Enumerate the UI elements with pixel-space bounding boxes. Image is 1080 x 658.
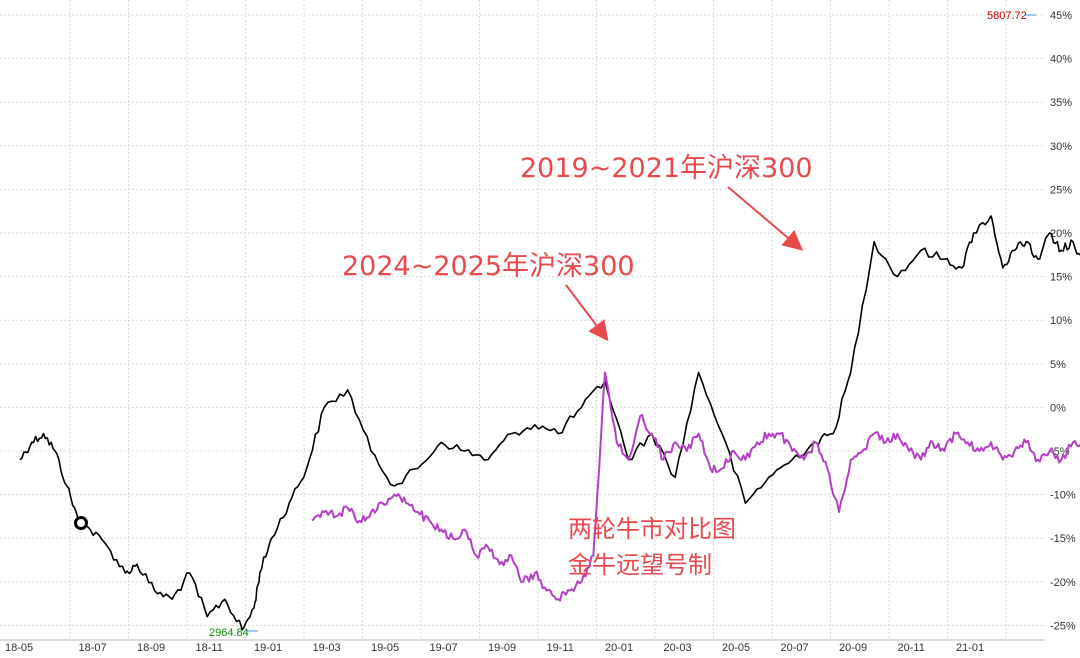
y-tick-label: -15%	[1050, 533, 1076, 545]
x-tick-label: 20-05	[722, 642, 750, 654]
y-tick-label: -10%	[1050, 490, 1076, 502]
min-label: 2964.84	[209, 627, 249, 639]
y-tick-label: 30%	[1050, 141, 1072, 153]
x-tick-label: 18-07	[79, 642, 107, 654]
y-tick-label: 40%	[1050, 54, 1072, 66]
x-tick-label: 19-03	[313, 642, 341, 654]
x-tick-label: 18-09	[137, 642, 165, 654]
x-axis: 18-05 18-07 18-09 18-11 19-01 19-03 19-05 19-07…	[0, 639, 1045, 654]
x-tick-label: 19-07	[430, 642, 458, 654]
series-group	[19, 215, 1080, 631]
x-tick-label: 21-01	[956, 642, 984, 654]
y-tick-label: 15%	[1050, 272, 1072, 284]
x-tick-label: 20-11	[898, 642, 925, 654]
y-tick-label: -20%	[1050, 577, 1076, 589]
start-marker	[74, 516, 88, 530]
series-line-2024-2025	[311, 371, 887, 602]
x-tick-label: 19-01	[254, 642, 282, 654]
grid	[0, 0, 1045, 640]
y-tick-label: 10%	[1050, 315, 1072, 327]
arrow-2019-2021	[727, 186, 804, 251]
x-tick-label: 19-09	[488, 642, 516, 654]
y-tick-label: -25%	[1050, 620, 1076, 632]
series-line-2024-2025	[884, 431, 1080, 464]
watermark-line-2: 金牛远望号制	[568, 551, 712, 579]
watermark-line-1: 两轮牛市对比图	[568, 515, 736, 543]
y-tick-label: 5%	[1050, 359, 1066, 371]
arrow-2024-2025	[565, 284, 609, 342]
x-tick-label: 18-11	[196, 642, 223, 654]
x-tick-label: 20-03	[664, 642, 692, 654]
y-tick-label: 25%	[1050, 184, 1072, 196]
y-tick-label: 35%	[1050, 97, 1072, 109]
x-tick-label: 19-05	[371, 642, 399, 654]
y-axis: 45%40%35%30%25%20%15%10%5%0%-5%-10%-15%-…	[1050, 10, 1076, 632]
y-tick-label: 0%	[1050, 402, 1066, 414]
x-tick-label: 20-07	[781, 642, 809, 654]
x-tick-label: 20-09	[839, 642, 867, 654]
x-tick-label: 19-11	[547, 642, 574, 654]
series-line-2019-2021	[19, 215, 992, 631]
max-label: 5807.72	[987, 10, 1027, 22]
x-tick-label: 18-05	[5, 642, 33, 654]
annotation-2019-2021: 2019~2021年沪深300	[520, 153, 813, 184]
x-tick-label: 20-01	[605, 642, 633, 654]
y-tick-label: 45%	[1050, 10, 1072, 22]
y-tick-label: 20%	[1050, 228, 1072, 240]
annotation-2024-2025: 2024~2025年沪深300	[342, 251, 635, 282]
